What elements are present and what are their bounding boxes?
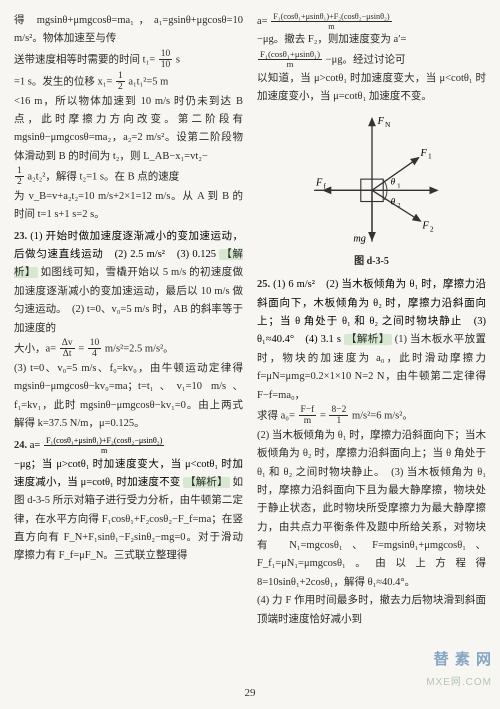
svg-text:F: F xyxy=(419,148,427,159)
p-r3: F₁(cosθ₁+μsinθ₁) m −μg。经过讨论可 xyxy=(257,50,486,70)
t: =1 s。发生的位移 x₁= xyxy=(14,76,112,87)
frac: 8−2 1 xyxy=(329,405,348,427)
svg-text:f: f xyxy=(323,181,326,190)
t: a₂t₂²，解得 t₂=1 s。在 B 点的速度 xyxy=(27,171,179,182)
qnum-25: 25. xyxy=(257,279,270,290)
den: 2 xyxy=(116,82,125,92)
watermark-line1: 替 素 网 xyxy=(426,647,492,673)
num: F₁(cosθ₁+μsinθ₁)+F₂(cosθ₂−μsinθ₂) xyxy=(271,12,391,22)
q23-d: (3) t=0、v₀=5 m/s、f₀=kv₀，由牛顿运动定律得 mgsinθ−… xyxy=(14,360,243,434)
q25: 25. (1) 6 m/s² (2) 当木板倾角为 θ₁ 时，摩擦力沿斜面向下，… xyxy=(257,276,486,405)
key-tag: 【解析】 xyxy=(183,477,230,488)
q24-b: −μg；当 μ>cotθ₁ 时加速度变大，当 μ<cotθ₁ 时加速度减小，当 … xyxy=(14,456,243,566)
force-diagram-svg: FN Ff F1 F2 mg θ1 θ2 xyxy=(297,111,447,251)
svg-text:F: F xyxy=(376,116,384,127)
den: Δt xyxy=(60,349,75,359)
frac: F₁(cosθ₁+μsinθ₁)+F₂(cosθ₂−μsinθ₂) m xyxy=(44,436,164,455)
svg-text:F: F xyxy=(315,177,323,188)
t: s xyxy=(176,54,180,65)
den: 2 xyxy=(15,177,24,187)
p-l1: 得 mgsinθ+μmgcosθ=ma₁，a₁=gsinθ+μgcosθ=10 … xyxy=(14,12,243,49)
p-r2: −μg。撤去 F₂，则加速度变为 a′= xyxy=(257,31,486,49)
t: a= xyxy=(257,16,268,27)
t: 求得 a₀= xyxy=(257,410,295,421)
svg-text:θ: θ xyxy=(390,177,395,187)
q25-e: (4) 力 F 作用时间最多时，撤去力后物块滑到斜面顶端时速度恰好减小到 xyxy=(257,592,486,629)
figure-caption: 图 d-3-5 xyxy=(354,253,389,271)
frac: 10 4 xyxy=(88,338,102,360)
frac: F₁(cosθ₁+μsinθ₁) m xyxy=(258,50,322,70)
q23: 23. (1) 开始时做加速度逐渐减小的变加速运动，后做匀速直线运动 (2) 2… xyxy=(14,228,243,338)
p-r1: a= F₁(cosθ₁+μsinθ₁)+F₂(cosθ₂−μsinθ₂) m xyxy=(257,12,486,31)
page-columns: 得 mgsinθ+μmgcosθ=ma₁，a₁=gsinθ+μgcosθ=10 … xyxy=(0,0,500,637)
p-l2: 送带速度相等时需要的时间 t₁= 10 10 s xyxy=(14,49,243,71)
num: 1 xyxy=(15,166,24,177)
q23-ans: (1) 开始时做加速度逐渐减小的变加速运动，后做匀速直线运动 (2) 2.5 m… xyxy=(14,231,243,260)
q23-c: 大小，a= Δv Δt = 10 4 m/s²=2.5 m/s²。 xyxy=(14,338,243,360)
frac: 1 2 xyxy=(15,166,24,188)
q25-c: 求得 a₀= F−f m = 8−2 1 m/s²=6 m/s²。 xyxy=(257,405,486,427)
p-l4: <16 m，所以物体加速到 10 m/s 时仍未到达 B 点，此时摩擦力方向改变… xyxy=(14,93,243,167)
t: 送带速度相等时需要的时间 t₁= xyxy=(14,54,155,65)
frac: Δv Δt xyxy=(60,338,75,360)
p-l5: 1 2 a₂t₂²，解得 t₂=1 s。在 B 点的速度 xyxy=(14,166,243,188)
page-number: 29 xyxy=(0,684,500,703)
t: 大小，a= xyxy=(14,343,56,354)
num: 10 xyxy=(159,49,173,60)
svg-text:θ: θ xyxy=(390,197,395,207)
svg-text:2: 2 xyxy=(397,202,400,209)
frac: F₁(cosθ₁+μsinθ₁)+F₂(cosθ₂−μsinθ₂) m xyxy=(271,12,391,31)
q24-ans-a: a= xyxy=(30,440,41,451)
t: = xyxy=(78,343,84,354)
p-l6: 为 v_B=v+a₂t₂=10 m/s+2×1=12 m/s。从 A 到 B 的… xyxy=(14,188,243,225)
left-column: 得 mgsinθ+μmgcosθ=ma₁，a₁=gsinθ+μgcosθ=10 … xyxy=(14,12,243,629)
frac: 10 10 xyxy=(159,49,173,71)
den: m xyxy=(299,416,317,426)
p-r4: 以知道，当 μ>cotθ₁ 时加速度变大，当 μ<cotθ₁ 时加速度变小，当 … xyxy=(257,70,486,107)
den: 4 xyxy=(88,349,102,359)
svg-text:F: F xyxy=(421,220,429,231)
num: 8−2 xyxy=(329,405,348,416)
right-column: a= F₁(cosθ₁+μsinθ₁)+F₂(cosθ₂−μsinθ₂) m −… xyxy=(257,12,486,629)
num: F−f xyxy=(299,405,317,416)
t: −μg。经过讨论可 xyxy=(326,54,406,65)
num: 1 xyxy=(116,71,125,82)
figure-d-3-5: FN Ff F1 F2 mg θ1 θ2 图 d-3-5 xyxy=(257,111,486,271)
svg-text:mg: mg xyxy=(353,233,366,244)
svg-text:1: 1 xyxy=(428,151,432,160)
den: 10 xyxy=(159,60,173,70)
frac: F−f m xyxy=(299,405,317,427)
den: m xyxy=(271,22,391,31)
t: m/s²=2.5 m/s²。 xyxy=(105,343,174,354)
q24: 24. a= F₁(cosθ₁+μsinθ₁)+F₂(cosθ₂−μsinθ₂)… xyxy=(14,436,243,455)
svg-text:N: N xyxy=(385,120,391,129)
q25-d: (2) 当木板倾角为 θ₁ 时，摩擦力沿斜面向下；当木板倾角为 θ₂ 时，摩擦力… xyxy=(257,427,486,592)
num: 10 xyxy=(88,338,102,349)
svg-text:2: 2 xyxy=(429,224,433,233)
q23-b: 如图线可知，雪橇开始以 5 m/s 的初速度做加速度逐渐减小的变加速运动，最后以… xyxy=(14,267,243,333)
num: Δv xyxy=(60,338,75,349)
q24-b2: 如图 d-3-5 所示对箱子进行受力分析，由牛顿第二定律，在水平方向得 F₁co… xyxy=(14,477,243,562)
qnum-23: 23. xyxy=(14,231,27,242)
t: a₁t₁²=5 m xyxy=(128,76,168,87)
t: = xyxy=(320,410,326,421)
num: F₁(cosθ₁+μsinθ₁)+F₂(cosθ₂−μsinθ₂) xyxy=(44,436,164,446)
t: m/s²=6 m/s²。 xyxy=(352,410,413,421)
den: m xyxy=(44,446,164,455)
svg-text:1: 1 xyxy=(397,182,400,189)
p-l3: =1 s。发生的位移 x₁= 1 2 a₁t₁²=5 m xyxy=(14,71,243,93)
frac: 1 2 xyxy=(116,71,125,93)
den: m xyxy=(258,60,322,70)
qnum-24: 24. xyxy=(14,440,27,451)
key-tag: 【解析】 xyxy=(344,334,392,345)
den: 1 xyxy=(329,416,348,426)
